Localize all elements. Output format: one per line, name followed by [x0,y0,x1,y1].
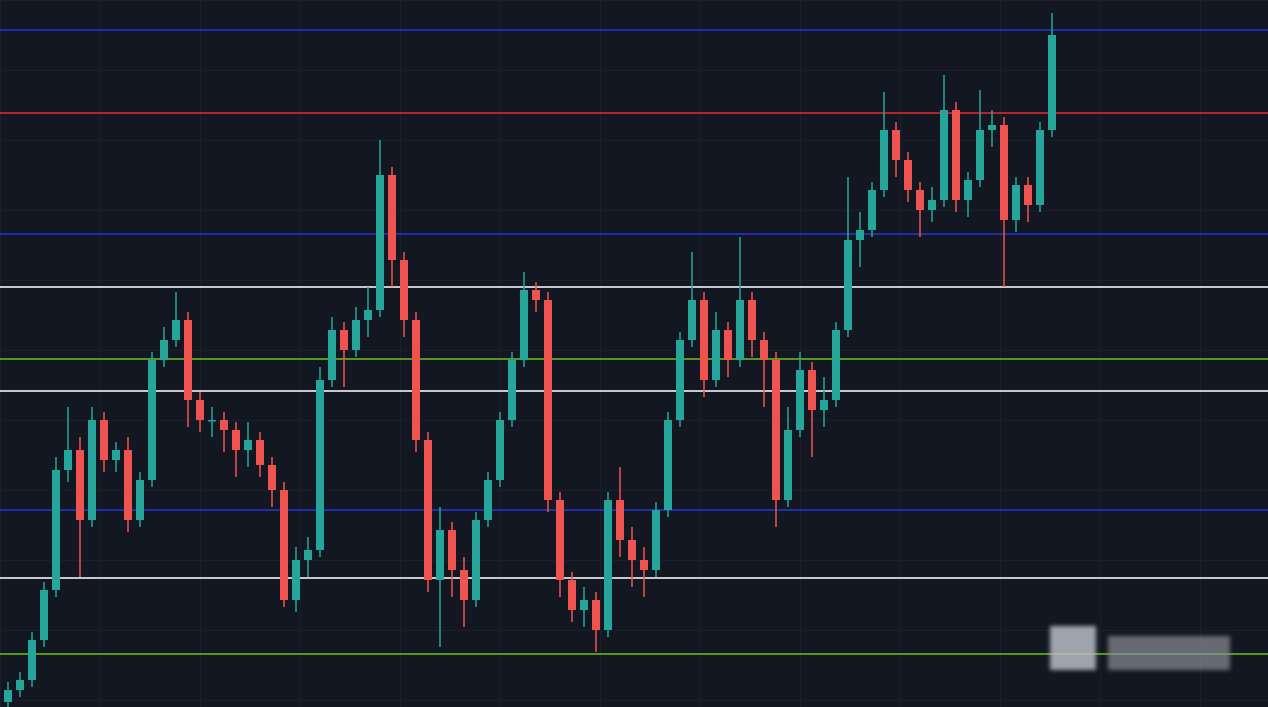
candle-body [220,420,228,430]
candle-body [568,580,576,610]
candle-body [364,310,372,320]
candle-body [832,330,840,400]
candle-body [100,420,108,460]
candle-body [352,320,360,350]
candle-body [808,370,816,410]
candle-body [628,540,636,560]
candle-body [268,465,276,490]
candle-body [496,420,504,480]
candle-body [16,680,24,690]
candle-body [724,330,732,360]
candle-body [4,690,12,702]
candle-body [472,520,480,600]
candle-body [1036,130,1044,205]
candle-body [988,125,996,130]
candle-body [388,175,396,260]
candle-body [244,440,252,450]
candle-body [580,600,588,610]
candle-body [640,560,648,570]
candle-body [412,320,420,440]
candle-body [160,340,168,360]
candle-body [880,130,888,190]
candle-body [736,300,744,360]
candle-body [304,550,312,560]
candle-body [592,600,600,630]
watermark-text [1108,636,1230,670]
candle-body [604,500,612,630]
candle-body [616,500,624,540]
candle-body [436,530,444,580]
candle-body [928,200,936,210]
watermark-icon [1050,626,1096,670]
candle-body [856,230,864,240]
candle-body [148,360,156,480]
candle-body [760,340,768,360]
candle-body [196,400,204,420]
candle-body [748,300,756,340]
candle-body [1000,125,1008,220]
candle-body [556,500,564,580]
candle-body [328,330,336,380]
candle-body [868,190,876,230]
candle-body [460,570,468,600]
candle-body [184,320,192,400]
candle-body [1012,185,1020,220]
candle-body [124,450,132,520]
candle-body [88,420,96,520]
candle-body [400,260,408,320]
candle-body [784,430,792,500]
candle-body [892,130,900,160]
candle-body [952,110,960,200]
candle-body [448,530,456,570]
candle-body [76,450,84,520]
candle-body [64,450,72,470]
candle-body [316,380,324,550]
candle-body [208,420,216,422]
candle-body [508,360,516,420]
candle-body [172,320,180,340]
candle-body [52,470,60,590]
candle-body [292,560,300,600]
candle-body [340,330,348,350]
candle-body [964,180,972,200]
candle-body [520,290,528,360]
candle-body [232,430,240,450]
candle-body [1024,185,1032,205]
candle-body [688,300,696,340]
candle-body [376,175,384,310]
candle-body [796,370,804,430]
candle-body [700,300,708,380]
candle-body [904,160,912,190]
candle-body [424,440,432,580]
candle-body [40,590,48,640]
candle-body [772,360,780,500]
candle-body [484,480,492,520]
candle-body [256,440,264,465]
candle-body [712,330,720,380]
candle-body [844,240,852,330]
candle-body [544,300,552,500]
candle-body [112,450,120,460]
candle-body [976,130,984,180]
candle-body [1048,35,1056,130]
candle-body [940,110,948,200]
candle-body [676,340,684,420]
candle-body [280,490,288,600]
candle-body [28,640,36,680]
candle-body [136,480,144,520]
candle-body [532,290,540,300]
candle-body [652,510,660,570]
candle-body [664,420,672,510]
candle-body [916,190,924,210]
candle-body [820,400,828,410]
